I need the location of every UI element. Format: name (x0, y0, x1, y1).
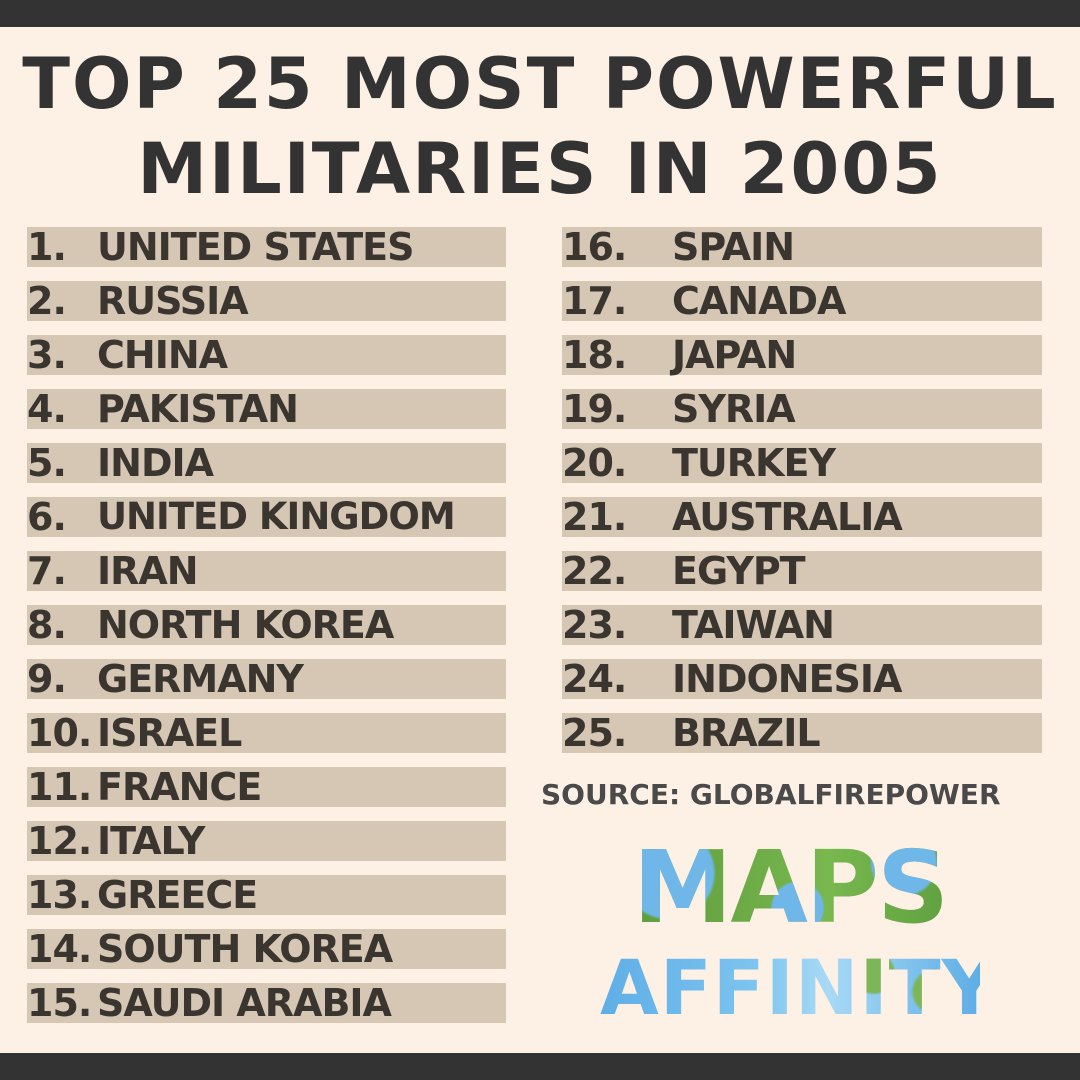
ranking-row: 25. BRAZIL (562, 713, 1042, 753)
country-name: INDIA (97, 441, 214, 485)
rankings-left-column: 1. UNITED STATES 2. RUSSIA 3. CHINA 4. P… (27, 227, 506, 1037)
ranking-row: 18. JAPAN (562, 335, 1042, 375)
ranking-row: 17. CANADA (562, 281, 1042, 321)
rank-number: 15. (27, 981, 92, 1025)
rank-number: 16. (562, 225, 627, 269)
country-name: FRANCE (97, 765, 262, 809)
ranking-row: 15. SAUDI ARABIA (27, 983, 506, 1023)
ranking-row: 1. UNITED STATES (27, 227, 506, 267)
country-name: TURKEY (672, 441, 836, 485)
ranking-row: 2. RUSSIA (27, 281, 506, 321)
country-name: UNITED KINGDOM (97, 495, 456, 538)
ranking-row: 6. UNITED KINGDOM (27, 497, 506, 537)
ranking-row: 7. IRAN (27, 551, 506, 591)
ranking-row: 14. SOUTH KOREA (27, 929, 506, 969)
country-name: ISRAEL (97, 711, 242, 755)
rank-number: 9. (27, 657, 67, 701)
rank-number: 14. (27, 927, 92, 971)
country-name: INDONESIA (672, 657, 902, 701)
country-name: GERMANY (97, 657, 304, 701)
rank-number: 17. (562, 279, 627, 323)
country-name: RUSSIA (97, 279, 249, 323)
page-title-line-1: TOP 25 MOST POWERFUL (22, 43, 1058, 125)
ranking-row: 3. CHINA (27, 335, 506, 375)
top-border-bar (0, 0, 1080, 27)
rank-number: 3. (27, 333, 67, 377)
ranking-row: 22. EGYPT (562, 551, 1042, 591)
rank-number: 1. (27, 225, 67, 269)
ranking-row: 4. PAKISTAN (27, 389, 506, 429)
ranking-row: 12. ITALY (27, 821, 506, 861)
rank-number: 22. (562, 549, 627, 593)
source-credit: SOURCE: GLOBALFIREPOWER (541, 778, 1001, 811)
rank-number: 21. (562, 495, 627, 539)
country-name: TAIWAN (672, 603, 835, 647)
country-name: SAUDI ARABIA (97, 981, 392, 1025)
rank-number: 12. (27, 819, 92, 863)
rank-number: 7. (27, 549, 67, 593)
ranking-row: 23. TAIWAN (562, 605, 1042, 645)
ranking-row: 9. GERMANY (27, 659, 506, 699)
rank-number: 18. (562, 333, 627, 377)
rank-number: 10. (27, 711, 92, 755)
country-name: IRAN (97, 549, 199, 593)
ranking-row: 5. INDIA (27, 443, 506, 483)
rank-number: 13. (27, 873, 92, 917)
country-name: AUSTRALIA (672, 495, 903, 539)
country-name: CHINA (97, 333, 228, 377)
country-name: SYRIA (672, 387, 796, 431)
rank-number: 8. (27, 603, 67, 647)
ranking-row: 13. GREECE (27, 875, 506, 915)
rank-number: 20. (562, 441, 627, 485)
country-name: CANADA (672, 279, 846, 323)
ranking-row: 10. ISRAEL (27, 713, 506, 753)
rank-number: 5. (27, 441, 67, 485)
ranking-row: 16. SPAIN (562, 227, 1042, 267)
country-name: UNITED STATES (97, 225, 414, 269)
ranking-row: 20. TURKEY (562, 443, 1042, 483)
rank-number: 4. (27, 387, 67, 431)
rank-number: 23. (562, 603, 627, 647)
rank-number: 24. (562, 657, 627, 701)
rank-number: 11. (27, 765, 92, 809)
ranking-row: 21. AUSTRALIA (562, 497, 1042, 537)
maps-affinity-logo-maps: MAPS (600, 838, 980, 938)
rankings-right-column: 16. SPAIN 17. CANADA 18. JAPAN 19. SYRIA… (562, 227, 1042, 767)
rank-number: 19. (562, 387, 627, 431)
country-name: SOUTH KOREA (97, 927, 393, 971)
country-name: ITALY (97, 819, 205, 863)
country-name: GREECE (97, 873, 258, 917)
page-title-line-2: MILITARIES IN 2005 (137, 128, 943, 210)
ranking-row: 8. NORTH KOREA (27, 605, 506, 645)
ranking-row: 24. INDONESIA (562, 659, 1042, 699)
ranking-row: 19. SYRIA (562, 389, 1042, 429)
country-name: JAPAN (672, 333, 797, 377)
country-name: PAKISTAN (97, 387, 299, 431)
maps-affinity-logo-affinity: AFFINITY (600, 943, 998, 1032)
rank-number: 6. (27, 495, 67, 539)
rank-number: 25. (562, 711, 627, 755)
country-name: SPAIN (672, 225, 795, 269)
country-name: NORTH KOREA (97, 603, 394, 647)
rank-number: 2. (27, 279, 67, 323)
country-name: BRAZIL (672, 711, 821, 755)
bottom-border-bar (0, 1053, 1080, 1080)
country-name: EGYPT (672, 549, 806, 593)
ranking-row: 11. FRANCE (27, 767, 506, 807)
